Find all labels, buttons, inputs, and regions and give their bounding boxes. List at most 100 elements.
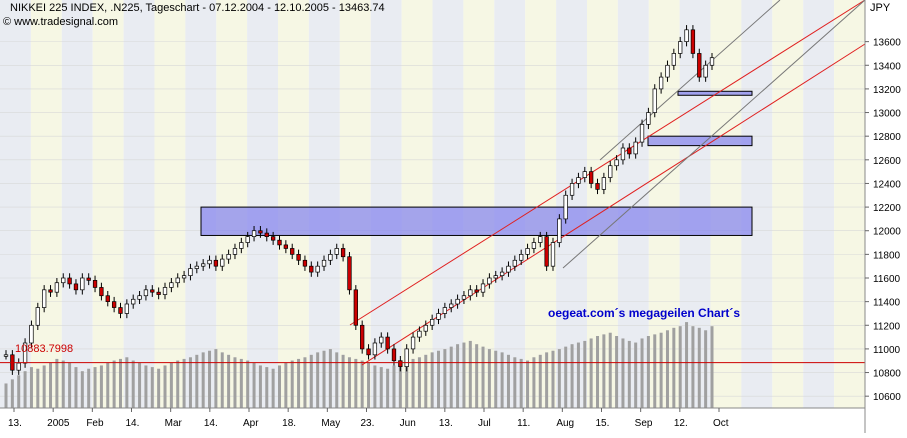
candle-body xyxy=(315,265,320,273)
volume-bar xyxy=(4,383,8,408)
band xyxy=(463,0,495,408)
volume-bar xyxy=(411,358,415,408)
candle-body xyxy=(429,319,435,326)
candle-body xyxy=(557,218,562,243)
volume-bar xyxy=(373,365,377,408)
x-tick-label: May xyxy=(321,418,340,429)
volume-bar xyxy=(93,367,97,408)
candle-body xyxy=(366,348,371,356)
candle-body xyxy=(652,88,657,113)
candle-body xyxy=(118,307,123,314)
candle-body xyxy=(334,248,339,255)
band xyxy=(401,0,433,408)
volume-bar xyxy=(589,338,593,408)
volume-bar xyxy=(144,365,148,408)
candle-body xyxy=(245,236,250,243)
candle-body xyxy=(48,289,53,293)
volume-bar xyxy=(309,354,313,408)
volume-bar xyxy=(290,360,294,408)
volume-bar xyxy=(99,365,103,408)
candle-body xyxy=(398,360,403,367)
volume-bar xyxy=(29,367,33,408)
x-tick-label: Aug xyxy=(556,418,574,429)
candle-body xyxy=(321,259,327,267)
volume-bar xyxy=(258,365,262,408)
candle-body xyxy=(385,336,390,350)
band xyxy=(247,0,278,408)
volume-bar xyxy=(80,371,84,408)
candle-body xyxy=(42,289,47,308)
volume-bar xyxy=(367,363,371,408)
volume-bar xyxy=(246,360,250,408)
x-tick-label: 14. xyxy=(126,418,140,429)
x-tick-label: Sep xyxy=(635,418,653,429)
candle-body xyxy=(576,177,581,184)
volume-bar xyxy=(163,365,167,408)
volume-bar xyxy=(551,350,555,408)
volume-bar xyxy=(678,326,682,408)
volume-bar xyxy=(49,363,53,408)
candle-body xyxy=(207,259,212,265)
band xyxy=(154,0,186,408)
volume-bar xyxy=(634,342,638,408)
volume-bar xyxy=(526,360,530,408)
volume-bar xyxy=(456,344,460,408)
volume-bar xyxy=(430,352,434,408)
volume-bar xyxy=(615,336,619,408)
candle-body xyxy=(175,277,180,284)
band xyxy=(834,0,865,408)
candle-body xyxy=(506,265,511,273)
volume-bar xyxy=(704,330,708,408)
x-tick-label: Jun xyxy=(400,418,416,429)
y-tick-label: 11600 xyxy=(873,274,901,285)
channel-line-steep-lower xyxy=(562,0,866,269)
volume-bar xyxy=(386,368,390,408)
candle-body xyxy=(277,239,282,246)
candle-body xyxy=(131,298,136,305)
candle-body xyxy=(143,289,149,297)
x-tick-label: 13. xyxy=(439,418,453,429)
candle-body xyxy=(595,183,600,190)
candle-body xyxy=(436,313,441,320)
candle-body xyxy=(582,171,587,178)
candle-body xyxy=(525,248,530,255)
candle-body xyxy=(35,307,40,326)
volume-bar xyxy=(74,367,78,408)
resistance-zone xyxy=(200,206,753,236)
volume-bar xyxy=(233,357,237,408)
volume-bar xyxy=(68,363,72,408)
volume-bar xyxy=(506,354,510,408)
volume-bar xyxy=(10,379,14,408)
volume-bar xyxy=(220,352,224,408)
volume-bar xyxy=(500,352,504,408)
candle-body xyxy=(29,324,34,344)
candle-body xyxy=(410,336,416,350)
candle-body xyxy=(665,64,670,78)
candle-body xyxy=(627,147,632,155)
candle-body xyxy=(493,275,498,279)
candle-body xyxy=(703,64,708,78)
candle-body xyxy=(124,303,129,314)
x-tick-label: 2005 xyxy=(47,418,70,429)
volume-bar xyxy=(449,346,453,408)
candle-body xyxy=(678,41,683,54)
volume-bar xyxy=(138,363,142,408)
volume-bar xyxy=(621,338,625,408)
y-tick-label: 12200 xyxy=(873,203,901,214)
volume-bar xyxy=(659,332,663,408)
volume-bar xyxy=(443,349,447,408)
candle-body xyxy=(404,348,409,367)
volume-bar xyxy=(36,368,40,408)
volume-bar xyxy=(271,368,275,408)
volume-bar xyxy=(685,322,689,408)
candle-body xyxy=(442,307,448,314)
candle-body xyxy=(671,53,676,66)
volume-bar xyxy=(494,350,498,408)
candle-body xyxy=(296,254,301,261)
candle-body xyxy=(633,141,638,155)
band xyxy=(278,0,309,408)
volume-bar xyxy=(646,336,650,408)
band xyxy=(92,0,124,408)
